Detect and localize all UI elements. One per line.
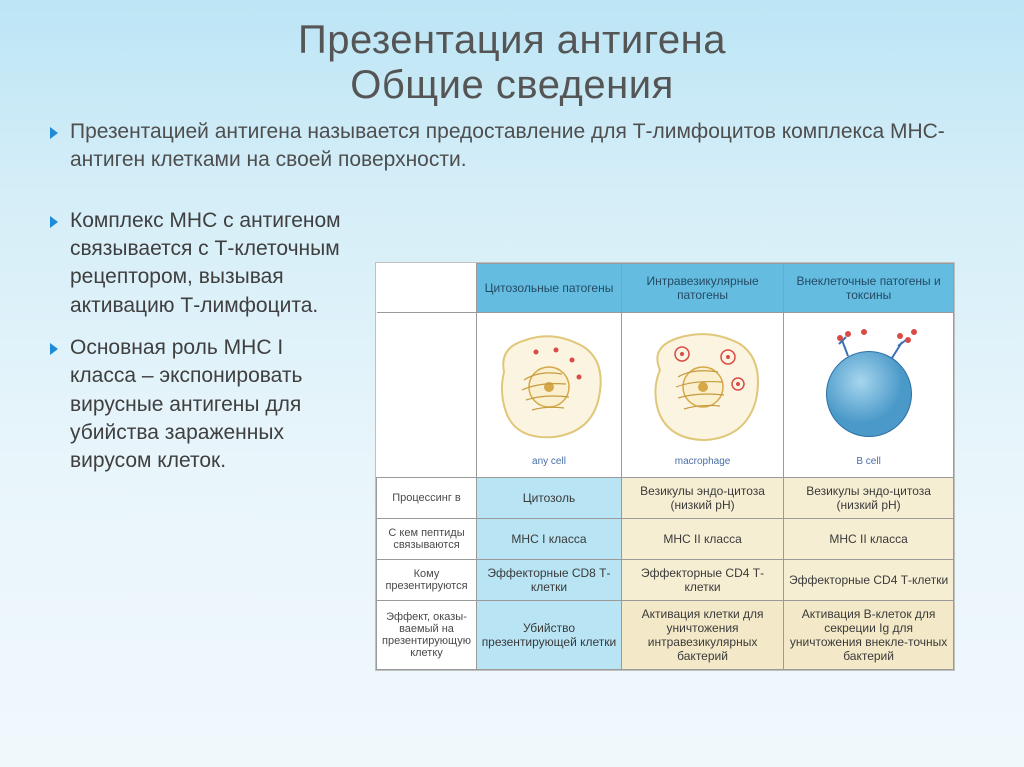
cell-label-2: macrophage xyxy=(675,456,731,467)
macrophage-icon xyxy=(638,322,768,452)
r1c3: Везикулы эндо-цитоза (низкий pH) xyxy=(784,477,954,518)
bullet-1: Комплекс MHC с антигеном связывается с Т… xyxy=(50,207,350,320)
r3c2: Эффекторные CD4 Т-клетки xyxy=(621,559,783,600)
antigen-table: Цитозольные патогены Интравезикулярные п… xyxy=(376,263,954,670)
figure-table: Цитозольные патогены Интравезикулярные п… xyxy=(375,262,955,671)
left-column: Комплекс MHC с антигеном связывается с Т… xyxy=(50,207,350,671)
rowh-4: Эффект, оказы-ваемый на презентирующую к… xyxy=(377,600,477,669)
any-cell-icon xyxy=(484,322,614,452)
slide-title: Презентация антигена Общие сведения xyxy=(0,0,1024,118)
r4c1: Убийство презентирующей клетки xyxy=(477,600,622,669)
title-line2: Общие сведения xyxy=(20,63,1004,108)
r3c3: Эффекторные CD4 Т-клетки xyxy=(784,559,954,600)
row-4: Эффект, оказы-ваемый на презентирующую к… xyxy=(377,600,954,669)
row-2: С кем пептиды связываются MHC I класса M… xyxy=(377,518,954,559)
col-hdr-1: Цитозольные патогены xyxy=(477,263,622,312)
r2c3: MHC II класса xyxy=(784,518,954,559)
rowh-2: С кем пептиды связываются xyxy=(377,518,477,559)
cell-label-1: any cell xyxy=(532,456,566,467)
content-area: Комплекс MHC с антигеном связывается с Т… xyxy=(0,197,1024,691)
col-hdr-3: Внеклеточные патогены и токсины xyxy=(784,263,954,312)
bcell-icon xyxy=(804,322,934,452)
r4c3: Активация В-клеток для секреции Ig для у… xyxy=(784,600,954,669)
cell-img-1: any cell xyxy=(477,312,622,477)
r2c2: MHC II класса xyxy=(621,518,783,559)
title-line1: Презентация антигена xyxy=(20,18,1004,63)
r4c2: Активация клетки для уничтожения интраве… xyxy=(621,600,783,669)
cell-label-3: B cell xyxy=(856,456,880,467)
row-1: Процессинг в Цитозоль Везикулы эндо-цито… xyxy=(377,477,954,518)
r2c1: MHC I класса xyxy=(477,518,622,559)
intro-text: Презентацией антигена называется предост… xyxy=(50,118,970,175)
header-row: Цитозольные патогены Интравезикулярные п… xyxy=(377,263,954,312)
rowh-3: Кому презентируются xyxy=(377,559,477,600)
cell-img-3: B cell xyxy=(784,312,954,477)
rowh-1: Процессинг в xyxy=(377,477,477,518)
image-row: any cell xyxy=(377,312,954,477)
r1c2: Везикулы эндо-цитоза (низкий pH) xyxy=(621,477,783,518)
corner-cell xyxy=(377,263,477,312)
row-3: Кому презентируются Эффекторные CD8 Т-кл… xyxy=(377,559,954,600)
right-column: Цитозольные патогены Интравезикулярные п… xyxy=(375,207,994,671)
r3c1: Эффекторные CD8 Т-клетки xyxy=(477,559,622,600)
cell-img-2: macrophage xyxy=(621,312,783,477)
r1c1: Цитозоль xyxy=(477,477,622,518)
bullet-2: Основная роль MHC I класса – экспонирова… xyxy=(50,334,350,476)
col-hdr-2: Интравезикулярные патогены xyxy=(621,263,783,312)
